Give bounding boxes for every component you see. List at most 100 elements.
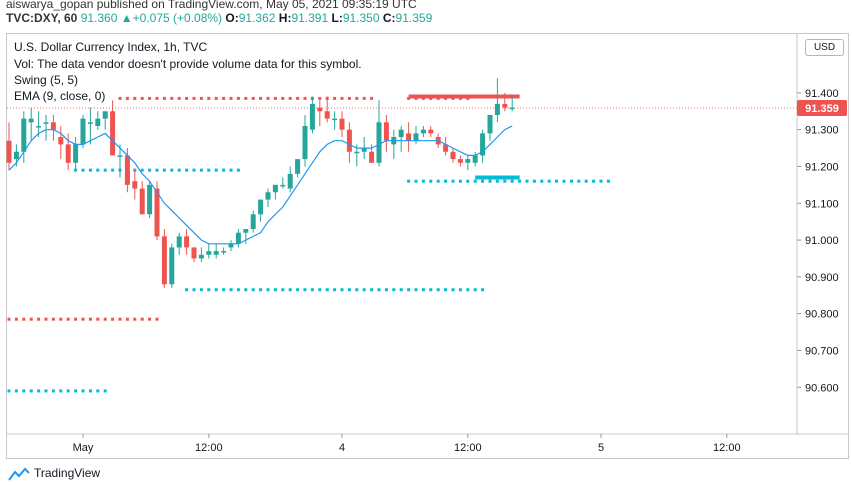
swing-high-dot [244,96,248,100]
price-tick-label: 90.700 [805,345,839,357]
swing-high-dot [207,96,211,100]
swing-high-dot [318,96,322,100]
time-tick-label: 12:00 [713,442,741,454]
swing-low-dot [577,179,581,183]
candle-up [509,107,515,110]
candle-down [450,151,456,160]
swing-high-dot [162,96,166,100]
symbol-label[interactable]: TVC:DXY, 60 [6,11,78,25]
swing-high-dot [273,96,277,100]
swing-low-dot [222,288,226,292]
candle-up [147,184,153,215]
swing-high-dot [133,317,137,321]
swing-low-dot [399,288,403,292]
swing-low-dot [599,179,603,183]
swing-indicator-label[interactable]: Swing (5, 5) [14,73,79,87]
swing-low-dot [569,179,573,183]
swing-high-dot [362,96,366,100]
swing-low-dot [333,288,337,292]
candle-down [58,137,64,145]
candle-down [339,118,345,130]
swing-low-dot [451,288,455,292]
swing-high-dot [22,317,26,321]
swing-high-dot [14,317,18,321]
candle-up [80,118,86,145]
swing-high-dot [303,96,307,100]
swing-low-dot [155,168,159,172]
swing-low-dot [547,179,551,183]
swing-high-dot [88,317,92,321]
candle-up [206,251,212,255]
swing-low-dot [407,179,411,183]
swing-low-dot [229,288,233,292]
candle-up [13,151,19,160]
swing-low-dot [207,288,211,292]
swing-high-dot [59,317,63,321]
swing-low-dot [436,288,440,292]
low-value: 91.350 [342,11,380,25]
candle-up [235,232,241,244]
price-tick-label: 90.900 [805,272,839,284]
price-tick-label: 91.400 [805,88,839,100]
swing-low-dot [51,389,55,393]
change-value: +0.075 (+0.08%) [132,11,223,25]
candle-down [139,188,145,215]
swing-low-dot [74,389,78,393]
swing-high-dot [236,96,240,100]
candle-up [176,236,182,248]
symbol-quote-line: TVC:DXY, 60 91.360 ▲+0.075 (+0.08%) O:91… [6,11,432,25]
swing-low-dot [340,288,344,292]
swing-high-dot [266,96,270,100]
candle-up [21,118,27,152]
volume-note: Vol: The data vendor doesn't provide vol… [14,57,362,71]
candle-down [132,181,138,189]
swing-high-dot [7,317,11,321]
swing-low-dot [481,288,485,292]
currency-button[interactable]: USD [805,39,844,56]
candle-up [398,129,404,138]
swing-high-dot [214,96,218,100]
swing-low-dot [488,179,492,183]
swing-low-dot [170,168,174,172]
swing-low-dot [510,179,514,183]
swing-high-dot [111,317,115,321]
candle-up [376,122,382,163]
price-tick-label: 91.100 [805,198,839,210]
ema-indicator-label[interactable]: EMA (9, close, 0) [14,89,106,103]
candle-down [443,144,449,152]
swing-low-dot [59,389,63,393]
candle-up [221,251,227,253]
swing-high-dot [251,96,255,100]
candle-down [457,159,463,163]
swing-low-dot [362,288,366,292]
candle-down [346,129,352,152]
swing-high-dot [96,317,100,321]
swing-high-dot [177,96,181,100]
chart-panel[interactable] [6,33,849,459]
swing-high-dot [125,317,129,321]
swing-low-dot [473,288,477,292]
swing-low-dot [66,389,70,393]
swing-high-dot [81,317,85,321]
price-tick-label: 91.000 [805,235,839,247]
candle-up [243,229,249,233]
candle-up [413,133,419,141]
candle-up [198,254,204,259]
candle-up [309,103,315,130]
candle-down [324,111,330,119]
candle-up [228,243,234,248]
swing-high-dot [170,96,174,100]
high-value: 91.391 [291,11,329,25]
swing-low-dot [355,288,359,292]
swing-high-dot [340,96,344,100]
up-arrow-icon: ▲ [120,11,133,25]
swing-low-dot [436,179,440,183]
swing-low-dot [414,288,418,292]
price-tick-label: 91.200 [805,161,839,173]
high-label: H: [278,11,292,25]
swing-high-dot [133,96,137,100]
swing-low-dot [140,168,144,172]
time-tick-label: 12:00 [195,442,223,454]
candle-up [302,125,308,160]
